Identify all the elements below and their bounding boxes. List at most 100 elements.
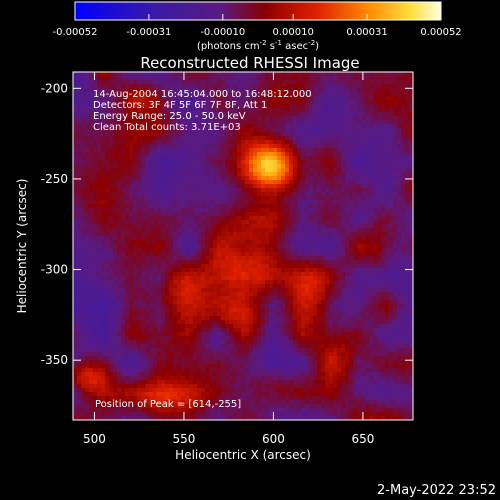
heatmap-cell: [153, 236, 157, 240]
heatmap-cell: [257, 160, 261, 164]
heatmap-cell: [401, 260, 405, 264]
heatmap-cell: [253, 304, 257, 308]
heatmap-cell: [277, 268, 281, 272]
heatmap-cell: [165, 80, 169, 84]
heatmap-cell: [129, 192, 133, 196]
heatmap-cell: [101, 252, 105, 256]
heatmap-cell: [337, 76, 341, 80]
heatmap-cell: [233, 168, 237, 172]
heatmap-cell: [117, 116, 121, 120]
heatmap-cell: [385, 268, 389, 272]
heatmap-cell: [101, 220, 105, 224]
heatmap-cell: [389, 176, 393, 180]
colorbar-tick-label: 0.00010: [273, 27, 314, 38]
heatmap-cell: [281, 268, 285, 272]
heatmap-cell: [77, 272, 81, 276]
heatmap-cell: [125, 204, 129, 208]
heatmap-cell: [381, 288, 385, 292]
heatmap-cell: [173, 72, 177, 76]
heatmap-cell: [169, 108, 173, 112]
heatmap-cell: [221, 80, 225, 84]
heatmap-cell: [169, 268, 173, 272]
heatmap-cell: [225, 128, 229, 132]
heatmap-cell: [141, 164, 145, 168]
heatmap-cell: [333, 192, 337, 196]
heatmap-cell: [405, 228, 409, 232]
heatmap-cell: [381, 108, 385, 112]
heatmap-cell: [185, 92, 189, 96]
heatmap-cell: [269, 96, 273, 100]
heatmap-cell: [389, 200, 393, 204]
heatmap-cell: [129, 200, 133, 204]
heatmap-cell: [121, 220, 125, 224]
heatmap-cell: [293, 112, 297, 116]
heatmap-cell: [237, 100, 241, 104]
heatmap-cell: [237, 164, 241, 168]
heatmap-cell: [401, 272, 405, 276]
heatmap-cell: [325, 232, 329, 236]
heatmap-cell: [97, 228, 101, 232]
heatmap-cell: [229, 124, 233, 128]
heatmap-cell: [221, 280, 225, 284]
heatmap-cell: [145, 216, 149, 220]
heatmap-cell: [409, 104, 413, 108]
heatmap-cell: [317, 260, 321, 264]
heatmap-cell: [305, 128, 309, 132]
heatmap-cell: [365, 88, 369, 92]
heatmap-cell: [101, 200, 105, 204]
chart-title: Reconstructed RHESSI Image: [140, 54, 359, 72]
heatmap-cell: [289, 132, 293, 136]
heatmap-cell: [229, 180, 233, 184]
heatmap-cell: [73, 80, 77, 84]
heatmap-cell: [333, 284, 337, 288]
heatmap-cell: [337, 156, 341, 160]
heatmap-cell: [313, 224, 317, 228]
heatmap-cell: [313, 84, 317, 88]
heatmap-cell: [253, 80, 257, 84]
heatmap-cell: [305, 240, 309, 244]
colorbar-tick-label: 0.00052: [420, 27, 461, 38]
heatmap-cell: [189, 156, 193, 160]
heatmap-cell: [385, 176, 389, 180]
heatmap-cell: [405, 128, 409, 132]
heatmap-cell: [273, 112, 277, 116]
heatmap-cell: [105, 292, 109, 296]
heatmap-cell: [305, 104, 309, 108]
heatmap-cell: [297, 80, 301, 84]
heatmap-cell: [377, 236, 381, 240]
heatmap-cell: [73, 212, 77, 216]
heatmap-cell: [205, 212, 209, 216]
heatmap-cell: [305, 272, 309, 276]
heatmap-cell: [277, 256, 281, 260]
heatmap-cell: [189, 128, 193, 132]
heatmap-cell: [153, 72, 157, 76]
heatmap-cell: [333, 272, 337, 276]
heatmap-cell: [185, 196, 189, 200]
heatmap-cell: [373, 104, 377, 108]
heatmap-cell: [197, 164, 201, 168]
heatmap-cell: [105, 264, 109, 268]
heatmap-cell: [125, 108, 129, 112]
heatmap-cell: [233, 296, 237, 300]
heatmap-cell: [245, 288, 249, 292]
heatmap-cell: [145, 140, 149, 144]
heatmap-cell: [253, 112, 257, 116]
heatmap-cell: [389, 168, 393, 172]
heatmap-cell: [321, 152, 325, 156]
heatmap-cell: [293, 232, 297, 236]
heatmap-cell: [217, 148, 221, 152]
heatmap-cell: [245, 192, 249, 196]
heatmap-cell: [217, 268, 221, 272]
heatmap-cell: [105, 204, 109, 208]
heatmap-cell: [105, 72, 109, 76]
heatmap-cell: [285, 124, 289, 128]
heatmap-cell: [169, 120, 173, 124]
heatmap-cell: [385, 196, 389, 200]
heatmap-cell: [201, 108, 205, 112]
heatmap-cell: [321, 220, 325, 224]
heatmap-cell: [321, 204, 325, 208]
heatmap-cell: [285, 92, 289, 96]
heatmap-cell: [137, 224, 141, 228]
heatmap-cell: [313, 80, 317, 84]
heatmap-cell: [125, 124, 129, 128]
